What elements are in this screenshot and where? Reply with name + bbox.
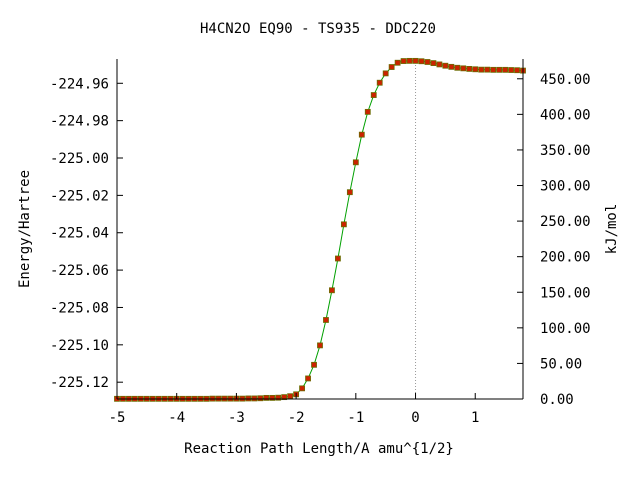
data-point <box>299 385 305 392</box>
data-point <box>496 66 503 73</box>
data-point <box>340 221 347 228</box>
data-point <box>460 65 467 72</box>
y-right-tick-label: 100.00 <box>540 321 591 337</box>
data-point <box>370 92 377 98</box>
x-tick-label: 0 <box>411 410 419 426</box>
chart-title: H4CN2O EQ90 - TS935 - DDC220 <box>200 21 436 37</box>
y-left-tick-label: -225.08 <box>50 300 109 316</box>
data-point <box>346 189 353 196</box>
y-left-tick-label: -224.96 <box>50 76 109 92</box>
data-point <box>263 394 270 401</box>
y-right-tick-label: 200.00 <box>540 250 591 266</box>
data-point <box>394 59 401 66</box>
y-right-tick-label: 150.00 <box>540 285 591 301</box>
y-right-tick-label: 250.00 <box>540 214 591 230</box>
data-point <box>251 395 258 402</box>
data-point <box>335 255 341 262</box>
y-right-tick-label: 450.00 <box>540 72 591 88</box>
data-point <box>364 108 371 115</box>
data-point <box>442 62 449 69</box>
y-axis-left-label: Energy/Hartree <box>17 170 33 288</box>
data-point <box>382 70 389 77</box>
data-point <box>245 395 252 402</box>
data-point <box>406 57 413 64</box>
data-point <box>424 59 431 65</box>
data-point <box>323 317 329 323</box>
x-tick-label: 1 <box>471 410 479 426</box>
x-tick-label: -1 <box>347 410 364 426</box>
data-point <box>418 58 425 65</box>
data-point <box>412 57 419 64</box>
y-right-tick-label: 0.00 <box>540 392 574 408</box>
y-left-tick-label: -225.10 <box>50 338 109 354</box>
data-point <box>311 361 317 368</box>
data-point <box>376 79 383 86</box>
y-right-tick-label: 400.00 <box>540 107 591 123</box>
data-point <box>436 61 443 68</box>
data-point <box>430 60 437 67</box>
y-left-tick-label: -225.06 <box>50 263 109 279</box>
y-left-tick-label: -225.02 <box>50 188 109 204</box>
data-point <box>352 159 359 166</box>
data-point <box>454 64 461 71</box>
y-left-tick-label: -225.00 <box>50 151 109 167</box>
data-point <box>472 66 479 73</box>
data-point <box>508 67 514 73</box>
y-left-tick-label: -224.98 <box>50 114 109 130</box>
x-tick-label: -4 <box>168 410 185 426</box>
y-axis-right-label: kJ/mol <box>604 204 620 255</box>
data-point <box>358 131 365 138</box>
y-right-tick-label: 300.00 <box>540 179 591 195</box>
data-point <box>388 64 395 70</box>
x-tick-label: -3 <box>228 410 245 426</box>
data-point <box>269 394 276 401</box>
y-right-tick-label: 50.00 <box>540 356 582 372</box>
data-point <box>305 375 311 382</box>
x-tick-label: -2 <box>288 410 305 426</box>
data-point <box>400 58 407 64</box>
data-point <box>514 67 520 74</box>
x-tick-label: -5 <box>109 410 126 426</box>
data-point <box>257 395 264 402</box>
data-point <box>329 287 335 294</box>
data-point <box>502 66 508 73</box>
data-point <box>490 66 497 73</box>
data-point <box>466 66 473 72</box>
data-point <box>287 393 294 400</box>
data-point <box>478 66 485 73</box>
y-right-tick-label: 350.00 <box>540 143 591 159</box>
y-left-tick-label: -225.12 <box>50 375 109 391</box>
data-point <box>484 66 491 73</box>
data-point <box>317 342 323 349</box>
data-point <box>281 394 288 401</box>
data-point <box>275 394 282 401</box>
data-point <box>448 63 455 70</box>
x-axis-label: Reaction Path Length/A amu^{1/2} <box>184 441 454 457</box>
plot-area: -5 -4 -3 -2 -1 0 1 -224.96 -224.98 -225.00 -225.02… <box>50 57 591 426</box>
y-left-tick-label: -225.04 <box>50 226 109 242</box>
